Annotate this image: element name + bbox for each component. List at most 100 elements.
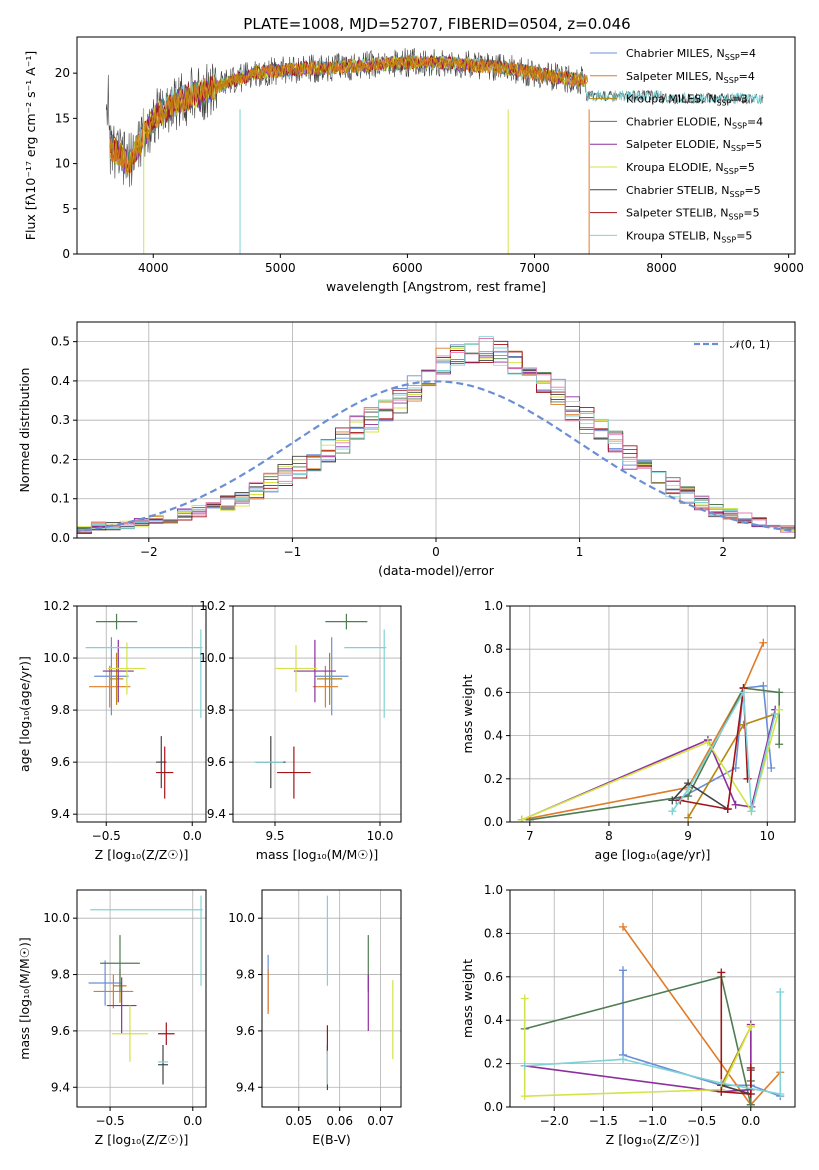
legend-tail: =4 [747, 115, 763, 128]
y-tick-label: 10.0 [228, 911, 255, 925]
weight-marker [723, 805, 732, 814]
x-tick-label: 0.0 [183, 829, 202, 843]
weight-marker [759, 681, 768, 690]
panel-Z-vs-mass: −0.5 0.0 9.4 9.6 9.8 10.0 Z [log₁₀(Z/Z☉)] mass … [17, 889, 207, 1147]
x-tick-label: −0.5 [687, 1114, 716, 1128]
y-tick-label: 10.2 [43, 599, 70, 613]
plot-area [77, 322, 795, 538]
panel-residual-histogram: −2 −1 0 1 2 0.0 0.1 0.2 0.3 0.4 0.5 (data-model)/er… [17, 321, 796, 578]
y-axis-label: Flux [fλ10⁻¹⁷ erg cm⁻² s⁻¹ A⁻¹] [23, 51, 38, 240]
plot-area [510, 606, 795, 822]
y-tick-label: 0.0 [484, 815, 503, 829]
legend-sub: SSP [724, 76, 739, 85]
y-tick-label: 9.6 [207, 755, 226, 769]
legend-sub: SSP [716, 99, 731, 108]
legend-tail: =4 [739, 70, 755, 83]
y-tick-label: 0.2 [51, 452, 70, 466]
legend-sub: SSP [725, 53, 740, 62]
weight-marker [759, 638, 768, 647]
panel-mass-vs-age: 9.5 10.0 9.4 9.6 9.8 10.0 10.2 mass [log₁₀(M/M☉… [199, 599, 402, 862]
y-tick-label: 9.8 [236, 968, 255, 982]
x-tick-label: 9000 [773, 261, 804, 275]
x-tick-label: 1 [576, 545, 584, 559]
weight-marker [747, 807, 756, 816]
legend-entry: Salpeter ELODIE, NSSP=5 [626, 138, 762, 153]
plot-area [77, 606, 206, 822]
y-tick-label: 10.0 [43, 651, 70, 665]
weight-line [523, 998, 752, 1098]
x-tick-label: 7000 [519, 261, 550, 275]
legend-entry: Chabrier STELIB, NSSP=5 [626, 184, 761, 199]
x-axis-label: E(B-V) [312, 1132, 351, 1147]
y-tick-label: 9.8 [51, 968, 70, 982]
x-tick-label: 0 [432, 545, 440, 559]
y-axis-label: age [log₁₀(age/yr)] [17, 656, 32, 772]
legend-sub: SSP [728, 213, 743, 222]
weight-marker [776, 1089, 785, 1098]
legend-base: Salpeter ELODIE, N [626, 138, 731, 151]
legend-tail: =5 [736, 229, 752, 242]
legend-sub: SSP [721, 235, 736, 244]
y-tick-label: 10 [55, 157, 70, 171]
x-tick-label: 2 [719, 545, 727, 559]
x-tick-label: −2.0 [540, 1114, 569, 1128]
plot-area [77, 890, 206, 1107]
x-tick-label: −2 [140, 545, 158, 559]
weight-marker [717, 1079, 726, 1088]
x-tick-label: 8000 [646, 261, 677, 275]
y-tick-label: 9.6 [51, 1024, 70, 1038]
legend-tail: =5 [745, 184, 761, 197]
weight-marker [775, 705, 784, 714]
y-tick-label: 15 [55, 111, 70, 125]
weight-marker [717, 1087, 726, 1096]
x-tick-label: 9.5 [265, 829, 284, 843]
x-axis-label: Z [log₁₀(Z/Z☉)] [606, 1132, 700, 1147]
x-tick-label: 7 [526, 829, 534, 843]
y-tick-label: 0 [62, 247, 70, 261]
weight-marker [619, 1055, 628, 1064]
weight-marker [717, 968, 726, 977]
weight-marker [746, 1100, 755, 1107]
y-tick-label: 0.0 [484, 1100, 503, 1114]
x-axis-label: wavelength [Angstrom, rest frame] [326, 279, 546, 294]
x-axis-label: (data-model)/error [378, 563, 495, 578]
plot-area [105, 48, 764, 254]
plot-area [233, 606, 401, 822]
panel-Z-vs-mass-weight: −2.0 −1.5 −1.0 −0.5 0.0 0.0 0.2 0.4 0.6 0.8 1.0 Z [… [460, 883, 796, 1147]
weight-marker [731, 800, 740, 809]
legend-entry: 𝒩(0, 1) [730, 338, 770, 351]
x-tick-label: 10 [760, 829, 775, 843]
legend-entry: Kroupa MILES, NSSP=3 [626, 93, 748, 108]
axes-frame [261, 889, 402, 1108]
panel-Z-vs-age: −0.5 0.0 9.4 9.6 9.8 10.0 10.2 Z [log₁₀(Z/Z☉)] a… [17, 599, 207, 862]
axes-frame [76, 36, 796, 255]
y-tick-label: 0.1 [51, 492, 70, 506]
x-tick-label: −0.5 [92, 829, 121, 843]
plot-area [262, 890, 401, 1107]
weight-marker [703, 738, 712, 747]
legend-base: Kroupa STELIB, N [626, 229, 721, 242]
legend-base: Kroupa ELODIE, N [626, 161, 724, 174]
x-tick-label: 5000 [265, 261, 296, 275]
x-tick-label: 0.05 [285, 1114, 312, 1128]
x-tick-label: 9 [684, 829, 692, 843]
weight-marker [743, 774, 752, 783]
x-tick-label: 10.0 [367, 829, 394, 843]
y-tick-label: 0.8 [484, 926, 503, 940]
legend-entry: Kroupa ELODIE, NSSP=5 [626, 161, 755, 176]
weight-marker [668, 807, 677, 816]
legend-entry: Chabrier MILES, NSSP=4 [626, 47, 756, 62]
y-tick-label: 9.6 [236, 1024, 255, 1038]
y-tick-label: 0.8 [484, 642, 503, 656]
y-tick-label: 9.8 [51, 703, 70, 717]
y-axis-label: mass weight [460, 959, 475, 1038]
legend-base: Kroupa MILES, N [626, 93, 716, 106]
y-tick-label: 1.0 [484, 883, 503, 897]
axes-frame [509, 605, 796, 823]
weight-marker [684, 785, 693, 794]
legend-entry: Kroupa STELIB, NSSP=5 [626, 229, 752, 244]
x-tick-label: 0.07 [367, 1114, 394, 1128]
weight-marker [619, 922, 628, 931]
